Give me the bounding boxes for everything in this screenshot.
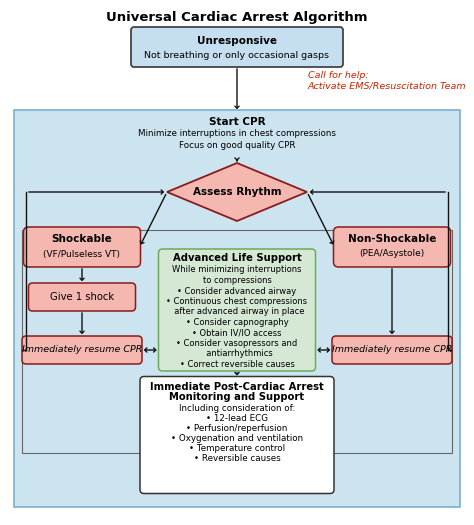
FancyBboxPatch shape [158,249,316,371]
FancyBboxPatch shape [28,283,136,311]
Text: antiarrhythmics: antiarrhythmics [201,350,273,359]
Text: • Oxygenation and ventilation: • Oxygenation and ventilation [171,434,303,443]
Text: Focus on good quality CPR: Focus on good quality CPR [179,141,295,150]
Text: Give 1 shock: Give 1 shock [50,292,114,302]
Text: • Perfusion/reperfusion: • Perfusion/reperfusion [186,424,288,433]
Text: • Consider vasopressors and: • Consider vasopressors and [176,339,298,348]
Text: Unresponsive: Unresponsive [197,36,277,46]
Text: Advanced Life Support: Advanced Life Support [173,253,301,263]
Text: While minimizing interruptions: While minimizing interruptions [172,266,302,275]
Text: Immediately resume CPR: Immediately resume CPR [22,345,142,354]
Text: (VF/Pulseless VT): (VF/Pulseless VT) [44,249,120,258]
Text: Assess Rhythm: Assess Rhythm [193,187,281,197]
FancyBboxPatch shape [334,227,450,267]
Text: Monitoring and Support: Monitoring and Support [169,393,305,403]
Polygon shape [167,163,307,221]
FancyBboxPatch shape [131,27,343,67]
FancyBboxPatch shape [332,336,452,364]
Bar [14,110,460,507]
Text: Activate EMS/Resuscitation Team: Activate EMS/Resuscitation Team [308,81,466,90]
Text: • 12-lead ECG: • 12-lead ECG [206,414,268,423]
Text: • Consider advanced airway: • Consider advanced airway [177,287,297,296]
Text: (PEA/Asystole): (PEA/Asystole) [359,249,425,258]
FancyBboxPatch shape [24,227,140,267]
FancyBboxPatch shape [140,376,334,494]
Text: Start CPR: Start CPR [209,117,265,127]
Text: Not breathing or only occasional gasps: Not breathing or only occasional gasps [145,50,329,59]
Bar [22,230,452,453]
Text: • Continuous chest compressions: • Continuous chest compressions [166,297,308,306]
Text: • Reversible causes: • Reversible causes [193,454,281,463]
Text: to compressions: to compressions [202,276,272,285]
Text: Immediate Post-Cardiac Arrest: Immediate Post-Cardiac Arrest [150,382,324,392]
Text: Immediately resume CPR: Immediately resume CPR [332,345,452,354]
Text: Shockable: Shockable [52,234,112,244]
Text: Non-Shockable: Non-Shockable [348,234,436,244]
Text: Call for help:: Call for help: [308,70,369,79]
Text: • Consider capnography: • Consider capnography [186,318,288,327]
Text: Minimize interruptions in chest compressions: Minimize interruptions in chest compress… [138,130,336,139]
Text: Including consideration of:: Including consideration of: [179,404,295,413]
Text: • Correct reversible causes: • Correct reversible causes [180,360,294,369]
Text: Universal Cardiac Arrest Algorithm: Universal Cardiac Arrest Algorithm [106,10,368,24]
Text: • Temperature control: • Temperature control [189,444,285,453]
Text: after advanced airway in place: after advanced airway in place [169,308,305,317]
FancyBboxPatch shape [22,336,142,364]
Text: • Obtain IV/IO access: • Obtain IV/IO access [192,329,282,338]
